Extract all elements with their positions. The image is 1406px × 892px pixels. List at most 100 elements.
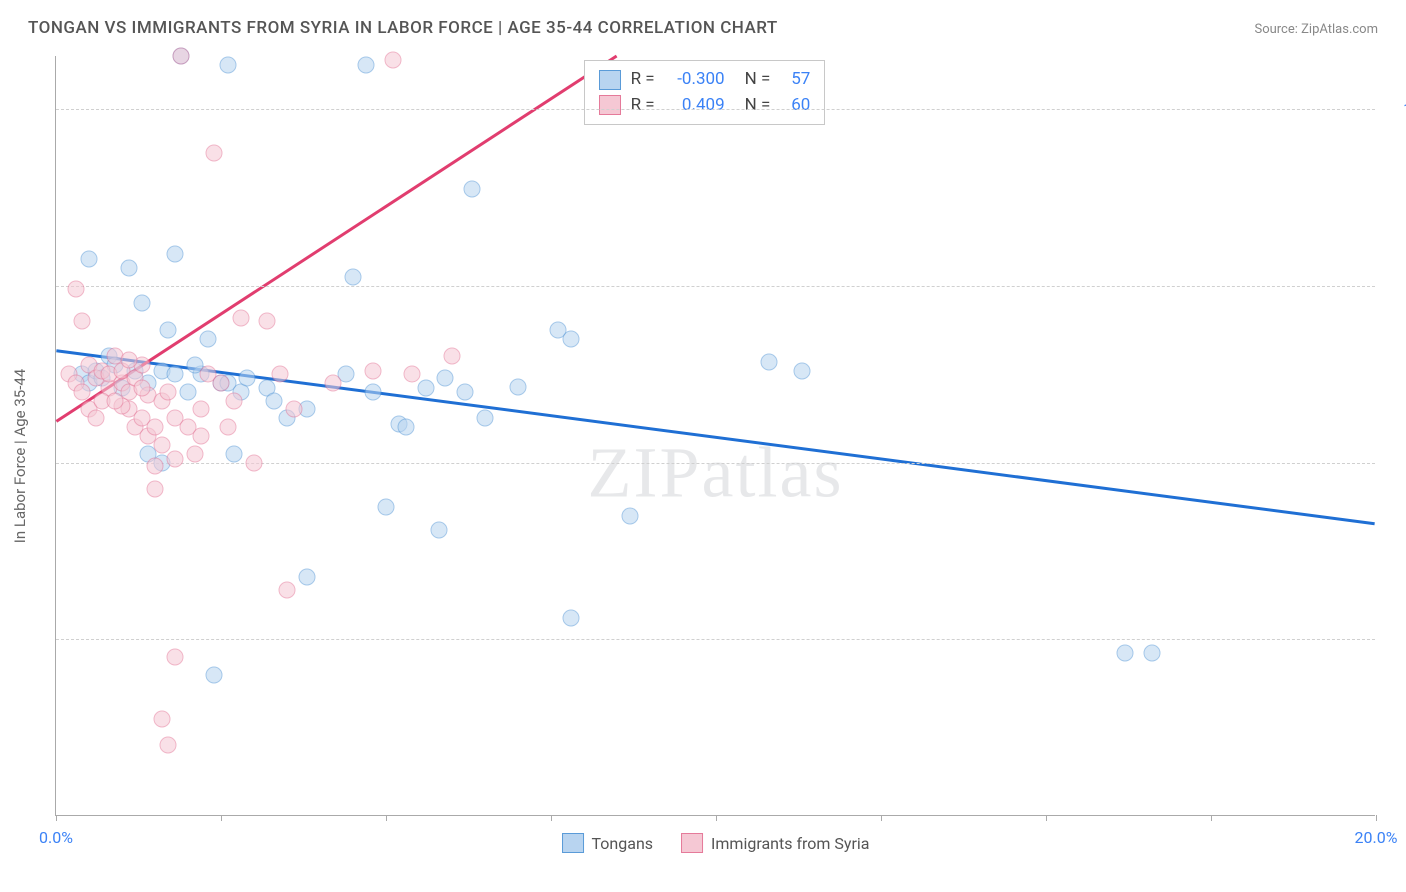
scatter-point [279,581,296,598]
scatter-point [325,374,342,391]
scatter-point [213,374,230,391]
scatter-point [298,569,315,586]
scatter-point [166,450,183,467]
x-tick-mark [716,815,717,821]
gridline [56,639,1375,640]
scatter-point [147,481,164,498]
scatter-point [166,366,183,383]
scatter-point [1117,645,1134,662]
bottom-legend-item: Immigrants from Syria [681,833,869,853]
x-tick-mark [221,815,222,821]
scatter-point [147,458,164,475]
scatter-point [160,321,177,338]
scatter-point [173,48,190,65]
scatter-point [358,56,375,73]
scatter-point [437,369,454,386]
scatter-point [239,369,256,386]
scatter-point [463,180,480,197]
source-link[interactable]: ZipAtlas.com [1301,22,1378,37]
scatter-point [457,383,474,400]
chart-title: TONGAN VS IMMIGRANTS FROM SYRIA IN LABOR… [28,18,778,38]
scatter-point [384,51,401,68]
scatter-point [477,410,494,427]
scatter-point [272,366,289,383]
x-tick-mark [1211,815,1212,821]
scatter-point [206,145,223,162]
scatter-point [417,380,434,397]
scatter-point [430,521,447,538]
scatter-point [562,330,579,347]
series-legend: Tongans Immigrants from Syria [562,833,870,853]
scatter-point [246,454,263,471]
scatter-point [404,366,421,383]
scatter-point [74,313,91,330]
scatter-point [1143,645,1160,662]
scatter-point [259,313,276,330]
legend-r-label: R = [631,67,655,93]
y-axis-label: In Labor Force | Age 35-44 [11,369,29,543]
x-tick-mark [551,815,552,821]
legend-r-value: -0.300 [665,67,725,93]
legend-n-label: N = [745,67,771,93]
legend-row: R = -0.300 N = 57 [599,67,811,93]
scatter-point [120,260,137,277]
scatter-point [562,610,579,627]
scatter-point [364,383,381,400]
x-tick-mark [881,815,882,821]
scatter-point [166,648,183,665]
correlation-legend: R =-0.300N =57R =0.409N =60 [584,60,826,125]
source-prefix: Source: [1254,22,1301,37]
scatter-point [153,436,170,453]
legend-r-value: 0.409 [665,93,725,119]
series-name: Immigrants from Syria [711,834,869,853]
scatter-point [193,428,210,445]
scatter-point [206,666,223,683]
scatter-point [232,309,249,326]
scatter-point [226,445,243,462]
x-tick-mark [1376,815,1377,821]
legend-swatch [681,833,703,853]
scatter-point [133,295,150,312]
scatter-point [147,419,164,436]
scatter-point [345,268,362,285]
scatter-point [107,392,124,409]
scatter-point [219,419,236,436]
watermark-thin: atlas [702,433,844,513]
legend-n-label: N = [745,93,771,119]
scatter-point [199,330,216,347]
y-tick-label: 100.0% [1385,100,1406,119]
scatter-point [265,392,282,409]
bottom-legend-item: Tongans [562,833,654,853]
scatter-point [67,281,84,298]
scatter-point [444,348,461,365]
scatter-point [160,383,177,400]
x-tick-mark [1046,815,1047,821]
plot-area: ZIPatlas R =-0.300N =57R =0.409N =60 Ton… [55,56,1375,816]
scatter-point [760,353,777,370]
x-tick-label: 20.0% [1355,828,1398,847]
gridline [56,286,1375,287]
legend-swatch [562,833,584,853]
scatter-point [186,445,203,462]
legend-row: R =0.409N =60 [599,93,811,119]
legend-r-label: R = [631,93,655,119]
scatter-point [622,507,639,524]
scatter-point [120,352,137,369]
scatter-point [397,419,414,436]
scatter-point [180,383,197,400]
series-name: Tongans [592,834,654,853]
x-tick-label: 0.0% [39,828,73,847]
scatter-point [378,498,395,515]
scatter-point [166,245,183,262]
trend-lines [56,56,1375,815]
y-tick-label: 80.0% [1385,453,1406,472]
scatter-point [510,378,527,395]
scatter-point [226,392,243,409]
y-tick-label: 90.0% [1385,276,1406,295]
scatter-point [793,362,810,379]
scatter-point [193,401,210,418]
scatter-point [87,410,104,427]
legend-n-value: 57 [780,67,810,93]
x-tick-mark [56,815,57,821]
watermark-bold: ZIP [588,433,702,513]
